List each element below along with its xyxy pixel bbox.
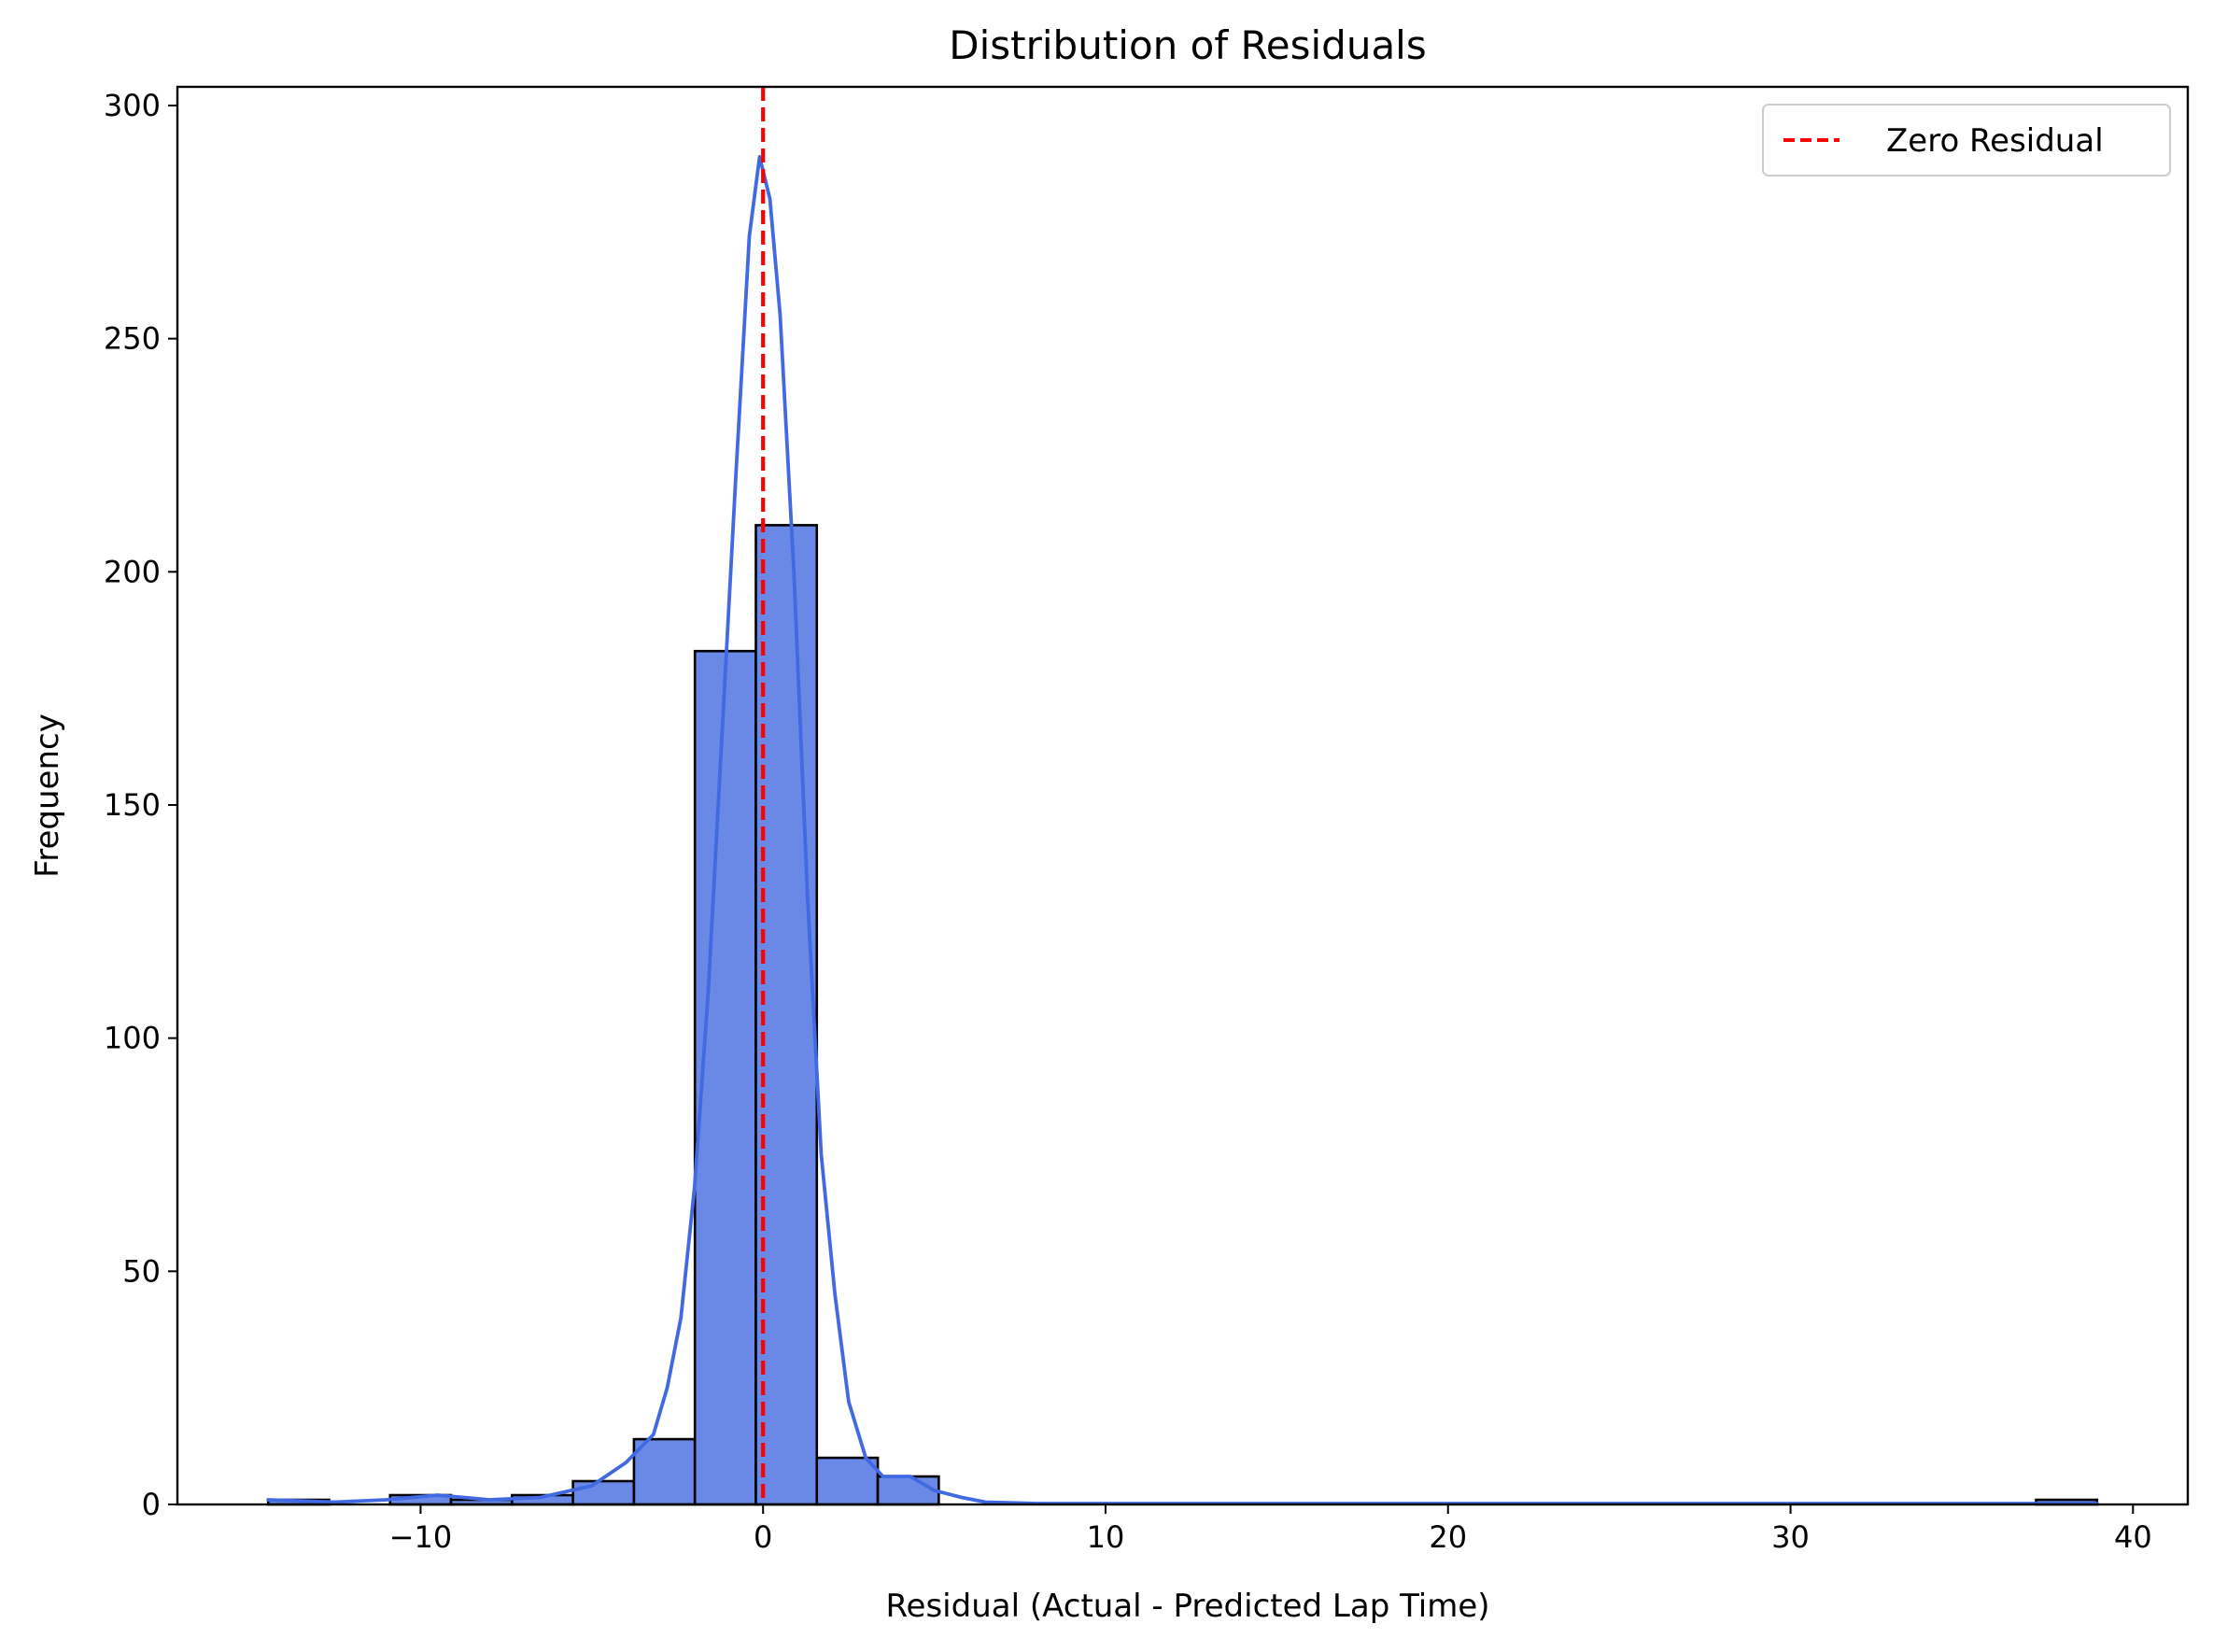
x-tick-label: 10: [1087, 1519, 1125, 1555]
x-axis-ticks: −10 0 10 20 30 40: [389, 1504, 2152, 1555]
legend-label-zero-residual: Zero Residual: [1886, 122, 2104, 160]
x-tick-label: 40: [2114, 1519, 2152, 1555]
x-tick-label: 0: [754, 1519, 772, 1555]
histogram-bar: [876, 1475, 940, 1506]
histogram-bar: [815, 1456, 880, 1506]
kde-curve: [266, 154, 2099, 1505]
y-axis-label: Frequency: [29, 713, 66, 878]
chart-title: Distribution of Residuals: [949, 22, 1426, 68]
kde-line: [266, 154, 2099, 1505]
histogram-bars: [266, 524, 2099, 1506]
legend-box: [1762, 104, 2171, 176]
x-tick-label: 20: [1429, 1519, 1467, 1555]
histogram-bar: [754, 524, 819, 1506]
x-axis-label: Residual (Actual - Predicted Lap Time): [885, 1588, 1489, 1625]
x-tick-label: 30: [1771, 1519, 1810, 1555]
y-tick-label: 200: [104, 554, 161, 589]
histogram-bar: [571, 1479, 636, 1506]
x-tick-label: −10: [389, 1519, 453, 1555]
y-tick-label: 250: [104, 321, 161, 357]
y-tick-label: 100: [104, 1021, 161, 1056]
y-axis-ticks: 0 50 100 150 200 250 300: [104, 88, 177, 1522]
plot-area-frame: [176, 85, 2190, 1506]
y-tick-label: 0: [142, 1487, 161, 1522]
legend: Zero Residual: [1762, 104, 2171, 176]
y-tick-label: 50: [122, 1253, 161, 1289]
y-tick-label: 300: [104, 88, 161, 123]
histogram-bar: [632, 1437, 697, 1506]
histogram-bar: [693, 649, 757, 1506]
y-tick-label: 150: [104, 787, 161, 823]
